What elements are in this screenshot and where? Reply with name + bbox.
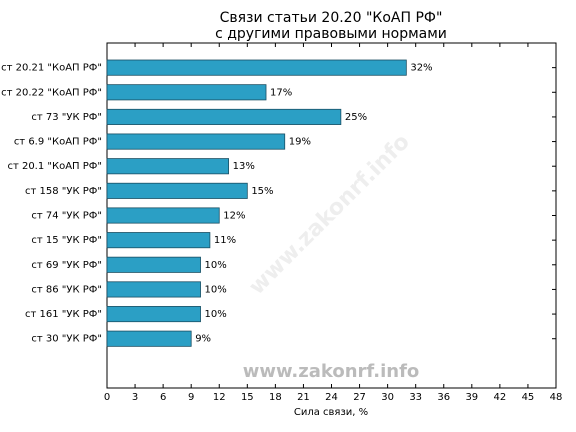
bar [106,281,201,298]
y-tick-label: ст 20.21 "КоАП РФ" [1,63,102,74]
bar [106,256,201,273]
x-tick-label: 21 [297,392,310,403]
y-tick-label: ст 158 "УК РФ" [25,186,102,197]
value-label: 13% [233,161,255,172]
y-tick-label: ст 74 "УК РФ" [31,211,102,222]
x-tick-label: 15 [241,392,254,403]
value-label: 9% [195,334,211,345]
y-tick-label: ст 69 "УК РФ" [31,260,102,271]
value-label: 10% [205,260,227,271]
value-label: 10% [205,284,227,295]
y-tick-label: ст 6.9 "КоАП РФ" [14,137,102,148]
y-tick-label: ст 86 "УК РФ" [31,284,102,295]
bar [106,330,192,347]
x-tick-label: 45 [522,392,535,403]
x-tick-label: 0 [104,392,110,403]
x-tick-label: 12 [213,392,226,403]
bar [106,207,220,224]
x-tick-label: 48 [550,392,563,403]
bar [106,306,201,323]
y-tick-label: ст 30 "УК РФ" [31,334,102,345]
x-tick-label: 3 [132,392,138,403]
y-tick-label: ст 20.1 "КоАП РФ" [7,161,102,172]
bar [106,108,342,125]
value-label: 17% [270,87,292,98]
bar [106,133,286,150]
watermark-diagonal: www.zakonrf.info [244,129,414,299]
x-tick-label: 9 [188,392,194,403]
y-tick-label: ст 15 "УК РФ" [31,235,102,246]
x-axis-label: Сила связи, % [294,407,368,418]
value-label: 15% [251,186,273,197]
chart-subtitle: с другими правовыми нормами [215,26,447,42]
y-tick-label: ст 161 "УК РФ" [25,309,102,320]
bar [106,182,248,199]
value-label: 10% [205,309,227,320]
value-label: 19% [289,137,311,148]
value-label: 12% [223,211,245,222]
chart-title: Связи статьи 20.20 "КоАП РФ" [220,10,443,26]
x-tick-label: 42 [494,392,507,403]
watermark: www.zakonrf.info [243,361,420,382]
value-label: 11% [214,235,236,246]
x-tick-label: 6 [160,392,166,403]
x-tick-label: 24 [325,392,338,403]
bar [106,158,230,175]
bar [106,232,211,249]
x-tick-label: 30 [381,392,394,403]
y-tick-label: ст 73 "УК РФ" [31,112,102,123]
value-label: 25% [345,112,367,123]
value-label: 32% [410,63,432,74]
x-tick-label: 39 [465,392,478,403]
x-tick-label: 18 [269,392,282,403]
x-tick-label: 27 [353,392,366,403]
y-tick-label: ст 20.22 "КоАП РФ" [1,87,102,98]
bar [106,59,407,76]
x-tick-label: 33 [409,392,422,403]
x-tick-label: 36 [437,392,450,403]
bar [106,84,267,101]
